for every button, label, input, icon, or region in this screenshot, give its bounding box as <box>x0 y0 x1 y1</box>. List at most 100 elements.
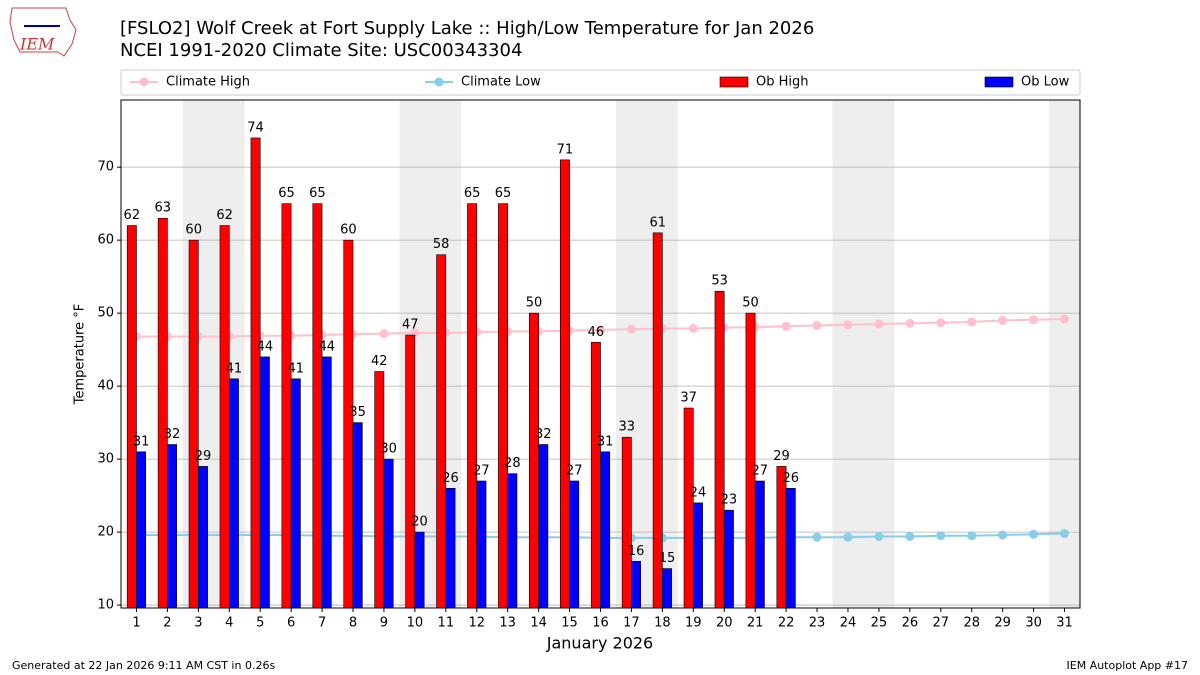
line-marker <box>626 324 636 334</box>
data-label: 31 <box>597 434 614 449</box>
line-marker <box>998 315 1008 325</box>
bar <box>785 487 796 608</box>
x-tick-label: 17 <box>623 616 640 631</box>
x-tick-label: 27 <box>933 616 950 631</box>
legend-label: Ob High <box>756 75 809 90</box>
footer-left: Generated at 22 Jan 2026 9:11 AM CST in … <box>12 659 275 672</box>
data-label: 62 <box>216 208 233 223</box>
line-marker <box>1029 529 1039 539</box>
bar <box>405 334 416 608</box>
bar <box>723 509 734 608</box>
y-tick-label: 10 <box>97 598 114 613</box>
data-label: 65 <box>278 186 295 201</box>
data-label: 29 <box>195 449 212 464</box>
line-marker <box>812 532 822 542</box>
y-axis-label: Temperature °F <box>73 304 88 405</box>
bar <box>683 407 694 608</box>
data-label: 58 <box>433 237 450 252</box>
x-tick-label: 6 <box>287 616 295 631</box>
bar <box>312 203 323 608</box>
bar <box>476 480 487 608</box>
data-label: 32 <box>535 427 552 442</box>
legend-marker <box>434 77 444 87</box>
footer-right: IEM Autoplot App #17 <box>1067 659 1189 672</box>
data-label: 27 <box>566 464 583 479</box>
weekend-band <box>832 100 864 608</box>
data-label: 65 <box>495 186 512 201</box>
y-tick-label: 40 <box>97 379 114 394</box>
data-label: 42 <box>371 354 388 369</box>
bar <box>352 422 363 608</box>
line-marker <box>905 318 915 328</box>
x-tick-label: 11 <box>438 616 455 631</box>
data-label: 60 <box>340 223 357 238</box>
x-tick-label: 18 <box>654 616 671 631</box>
bar <box>374 371 385 608</box>
data-label: 30 <box>380 442 397 457</box>
legend <box>120 69 1081 96</box>
legend-label: Ob Low <box>1021 75 1070 90</box>
data-label: 60 <box>185 223 202 238</box>
legend-swatch <box>719 76 749 88</box>
line-marker <box>596 325 605 335</box>
bar <box>745 312 756 608</box>
data-label: 31 <box>133 434 150 449</box>
data-label: 37 <box>680 391 697 406</box>
chart-subtitle: NCEI 1991-2020 Climate Site: USC00343304 <box>120 40 522 61</box>
bar <box>498 203 508 608</box>
data-label: 26 <box>442 471 459 486</box>
x-tick-label: 12 <box>468 616 485 631</box>
data-label: 53 <box>711 274 728 289</box>
x-tick-label: 26 <box>902 616 919 631</box>
bar <box>569 480 580 608</box>
x-tick-label: 22 <box>778 616 795 631</box>
bar <box>621 436 632 608</box>
data-label: 23 <box>721 493 738 508</box>
legend-label: Climate Low <box>461 75 541 90</box>
bar <box>538 444 549 608</box>
x-tick-label: 16 <box>592 616 609 631</box>
line-marker <box>1060 314 1070 324</box>
bar <box>281 203 292 608</box>
x-tick-label: 1 <box>132 616 140 631</box>
legend-label: Climate High <box>166 75 250 90</box>
data-label: 50 <box>526 296 543 311</box>
bar <box>414 531 425 608</box>
data-label: 41 <box>226 361 243 376</box>
bar <box>259 356 270 608</box>
data-label: 46 <box>588 325 605 340</box>
data-label: 28 <box>504 456 521 471</box>
logo: IEM <box>9 7 77 57</box>
bar <box>559 159 570 608</box>
bar <box>507 473 518 608</box>
x-tick-label: 15 <box>561 616 578 631</box>
x-tick-label: 28 <box>963 616 980 631</box>
x-tick-label: 7 <box>318 616 326 631</box>
bar <box>321 356 332 608</box>
data-label: 74 <box>247 120 264 135</box>
data-label: 27 <box>752 464 769 479</box>
line-marker <box>1060 529 1070 539</box>
data-label: 29 <box>773 449 790 464</box>
x-tick-label: 31 <box>1056 616 1073 631</box>
data-label: 16 <box>628 544 645 559</box>
plot-area: 62 63 60 62 74 65 65 60 42 47 58 65 65 50 71 46 33 61 37 53… <box>121 100 1080 608</box>
data-label: 44 <box>318 339 335 354</box>
x-tick-label: 25 <box>871 616 888 631</box>
bar <box>250 137 261 608</box>
data-label: 47 <box>402 318 419 333</box>
x-axis-label: January 2026 <box>546 634 653 653</box>
line-marker <box>998 530 1008 540</box>
bar <box>126 225 137 608</box>
weekend-band <box>863 100 895 608</box>
x-tick-label: 5 <box>256 616 264 631</box>
line-marker <box>967 317 977 327</box>
bar <box>529 312 539 608</box>
bar <box>157 217 168 608</box>
line-marker <box>874 531 884 541</box>
legend-swatch <box>984 76 1014 88</box>
data-label: 32 <box>164 427 181 442</box>
data-label: 27 <box>473 464 490 479</box>
data-label: 62 <box>124 208 141 223</box>
